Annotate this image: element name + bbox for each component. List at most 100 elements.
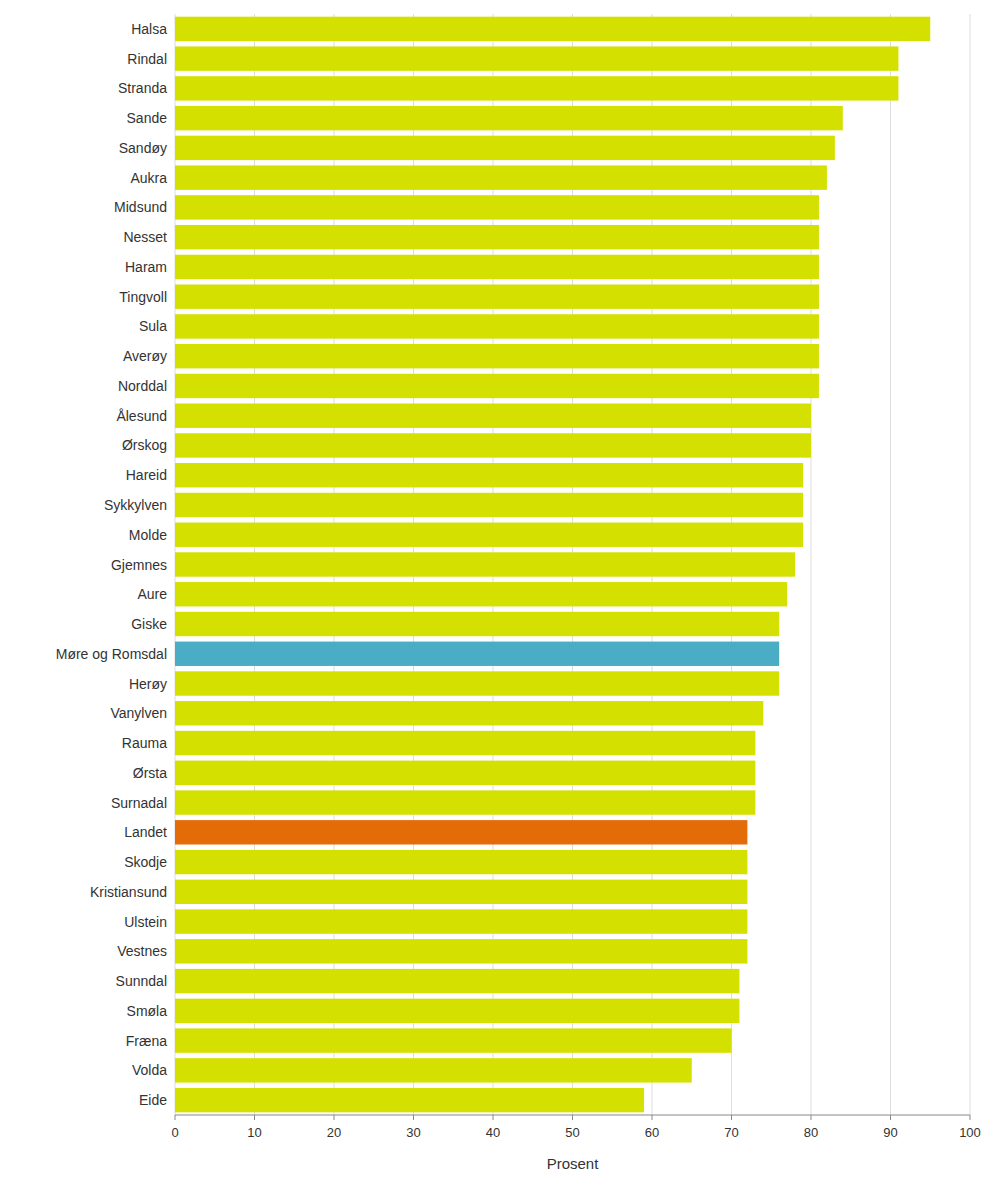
category-label: Norddal — [118, 378, 167, 394]
category-label: Ulstein — [124, 914, 167, 930]
category-label: Ørskog — [122, 437, 167, 453]
tick-label: 50 — [565, 1125, 579, 1140]
tick-label: 60 — [645, 1125, 659, 1140]
y-axis: Halsa Rindal Stranda Sande Sandøy Aukra Midsun… — [56, 21, 167, 1108]
bar — [175, 314, 819, 338]
bar — [175, 1088, 644, 1112]
bar — [175, 1058, 692, 1082]
category-label: Giske — [131, 616, 167, 632]
bar — [175, 493, 803, 517]
category-label: Nesset — [123, 229, 167, 245]
bar — [175, 433, 811, 457]
bar — [175, 671, 779, 695]
tick-label: 10 — [247, 1125, 261, 1140]
category-label: Ørsta — [133, 765, 167, 781]
category-label: Rindal — [127, 51, 167, 67]
tick-label: 0 — [171, 1125, 178, 1140]
bar — [175, 612, 779, 636]
tick-label: 80 — [804, 1125, 818, 1140]
bar — [175, 165, 827, 189]
bar — [175, 344, 819, 368]
category-label: Møre og Romsdal — [56, 646, 167, 662]
bar — [175, 76, 898, 100]
category-label: Kristiansund — [90, 884, 167, 900]
bar — [175, 582, 787, 606]
category-label: Skodje — [124, 854, 167, 870]
x-axis-label: Prosent — [547, 1155, 600, 1172]
bar — [175, 1028, 732, 1052]
tick-mark — [413, 1115, 414, 1120]
bar — [175, 999, 739, 1023]
category-label: Smøla — [127, 1003, 168, 1019]
tick-mark — [175, 1115, 176, 1120]
grid-line — [970, 14, 971, 1115]
bar — [175, 17, 930, 41]
tick-label: 30 — [406, 1125, 420, 1140]
tick-mark — [731, 1115, 732, 1120]
tick-label: 100 — [959, 1125, 981, 1140]
grid-line — [890, 14, 891, 1115]
tick-mark — [811, 1115, 812, 1120]
tick-mark — [970, 1115, 971, 1120]
category-label: Eide — [139, 1092, 167, 1108]
x-axis: 0 10 20 30 40 50 60 70 80 90 100 Prosent — [171, 1115, 980, 1172]
bar — [175, 136, 835, 160]
tick-mark — [254, 1115, 255, 1120]
bar — [175, 790, 755, 814]
tick-mark — [890, 1115, 891, 1120]
bar — [175, 850, 747, 874]
category-label: Sykkylven — [104, 497, 167, 513]
category-label: Sande — [127, 110, 168, 126]
tick-label: 70 — [724, 1125, 738, 1140]
bar — [175, 374, 819, 398]
chart: Halsa Rindal Stranda Sande Sandøy Aukra Midsun… — [0, 0, 1000, 1193]
bar — [175, 404, 811, 428]
category-label: Landet — [124, 824, 167, 840]
chart-container: Halsa Rindal Stranda Sande Sandøy Aukra Midsun… — [0, 0, 1000, 1193]
grid — [175, 14, 970, 1115]
category-label: Vestnes — [117, 943, 167, 959]
bar — [175, 731, 755, 755]
tick-mark — [572, 1115, 573, 1120]
bar — [175, 552, 795, 576]
category-label: Herøy — [129, 676, 167, 692]
category-label: Vanylven — [110, 705, 167, 721]
bar — [175, 523, 803, 547]
bar — [175, 969, 739, 993]
bar — [175, 195, 819, 219]
tick-label: 20 — [327, 1125, 341, 1140]
tick-mark — [493, 1115, 494, 1120]
tick-label: 40 — [486, 1125, 500, 1140]
bars — [175, 17, 930, 1113]
bar — [175, 255, 819, 279]
bar — [175, 463, 803, 487]
bar — [175, 46, 898, 70]
category-label: Aure — [137, 586, 167, 602]
category-label: Halsa — [131, 21, 167, 37]
category-label: Molde — [129, 527, 167, 543]
bar — [175, 820, 747, 844]
category-label: Aukra — [130, 170, 167, 186]
category-label: Volda — [132, 1062, 167, 1078]
category-label: Sandøy — [119, 140, 167, 156]
category-label: Tingvoll — [119, 289, 167, 305]
bar — [175, 761, 755, 785]
category-label: Stranda — [118, 80, 167, 96]
bar — [175, 642, 779, 666]
category-label: Averøy — [123, 348, 167, 364]
bar — [175, 284, 819, 308]
category-label: Gjemnes — [111, 557, 167, 573]
bar — [175, 106, 843, 130]
bar — [175, 225, 819, 249]
category-label: Sunndal — [116, 973, 167, 989]
bar — [175, 880, 747, 904]
bar — [175, 939, 747, 963]
category-label: Hareid — [126, 467, 167, 483]
bar — [175, 701, 763, 725]
category-label: Midsund — [114, 199, 167, 215]
bar — [175, 909, 747, 933]
category-label: Rauma — [122, 735, 167, 751]
tick-label: 90 — [883, 1125, 897, 1140]
category-label: Fræna — [126, 1033, 167, 1049]
category-label: Ålesund — [116, 408, 167, 424]
